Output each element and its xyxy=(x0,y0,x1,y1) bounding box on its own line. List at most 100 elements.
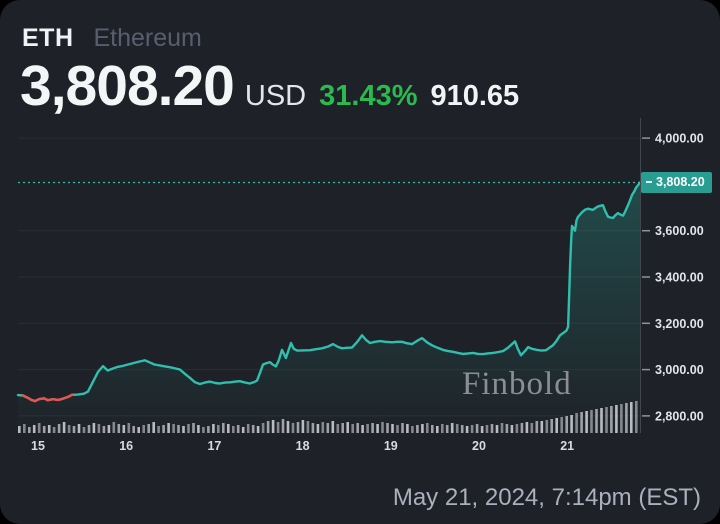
volume-bar xyxy=(187,424,190,433)
timestamp: May 21, 2024, 7:14pm (EST) xyxy=(392,484,701,511)
volume-bar xyxy=(321,422,325,433)
current-price-badge: 3,808.20 xyxy=(641,171,712,193)
volume-bar xyxy=(560,417,563,433)
volume-bar xyxy=(515,424,519,433)
volume-bar xyxy=(92,423,96,433)
volume-bar xyxy=(465,426,469,433)
x-axis-tick-label: 15 xyxy=(31,439,45,453)
volume-bar xyxy=(62,422,66,433)
volume-bar xyxy=(445,425,449,433)
volume-bar xyxy=(246,424,250,433)
volume-bar xyxy=(301,420,305,433)
volume-bar xyxy=(82,427,86,433)
volume-bar xyxy=(615,405,618,433)
volume-bar xyxy=(276,422,280,433)
volume-bar xyxy=(525,422,529,433)
volume-bar xyxy=(600,408,603,433)
x-axis-tick-label: 16 xyxy=(119,439,133,453)
volume-bar xyxy=(610,406,613,433)
volume-bar xyxy=(550,419,553,433)
volume-bar xyxy=(530,423,534,433)
volume-bar xyxy=(122,425,126,433)
volume-bar xyxy=(455,424,459,433)
header: ETH Ethereum xyxy=(22,24,202,53)
price-line-red-segment xyxy=(21,393,74,403)
volume-bar xyxy=(450,423,454,433)
volume-bar xyxy=(411,426,414,433)
volume-bar xyxy=(336,424,340,433)
volume-bar xyxy=(585,411,588,433)
volume-bar xyxy=(261,423,265,433)
volume-bar xyxy=(391,424,394,433)
volume-bar xyxy=(396,425,399,433)
current-price-badge-label: 3,808.20 xyxy=(656,174,705,189)
volume-bar xyxy=(386,423,389,433)
volume-bar xyxy=(232,426,235,433)
volume-bar xyxy=(102,426,106,433)
volume-bar xyxy=(480,426,484,433)
y-axis-tick-label: 4,000.00 xyxy=(655,132,704,146)
currency-label: USD xyxy=(244,80,307,112)
volume-bar xyxy=(227,424,230,433)
volume-bar xyxy=(421,424,424,433)
volume-bar xyxy=(32,425,36,433)
x-axis-tick-label: 17 xyxy=(207,439,221,453)
volume-bar xyxy=(296,422,300,433)
volume-bar xyxy=(107,425,111,433)
volume-bar xyxy=(192,423,195,433)
current-price-tick-icon xyxy=(646,181,652,184)
volume-bar xyxy=(23,424,26,433)
volume-bar xyxy=(366,424,369,433)
volume-bar xyxy=(147,424,150,433)
volume-bar xyxy=(311,423,315,433)
volume-bar xyxy=(341,423,344,433)
volume-bar xyxy=(356,423,359,433)
volume-bar xyxy=(172,424,175,433)
volume-bar xyxy=(137,427,140,433)
volume-bar xyxy=(281,419,285,433)
volume-bar xyxy=(326,423,330,433)
volume-bar xyxy=(570,415,573,433)
volume-bar xyxy=(87,425,91,433)
y-axis-tick-label: 3,600.00 xyxy=(655,224,704,238)
volume-bar xyxy=(431,425,434,433)
change-absolute: 910.65 xyxy=(430,80,520,112)
price-area-fill xyxy=(18,182,640,433)
change-percent: 31.43% xyxy=(319,80,418,112)
volume-bar xyxy=(595,409,598,433)
volume-bar xyxy=(416,425,419,433)
volume-bar xyxy=(266,421,270,433)
volume-bar xyxy=(222,423,225,433)
ticker-symbol: ETH xyxy=(22,24,74,52)
volume-bar xyxy=(565,416,568,433)
volume-bar xyxy=(28,427,31,433)
volume-bar xyxy=(117,424,121,433)
volume-bar xyxy=(351,424,354,433)
volume-bar xyxy=(291,423,295,433)
x-axis-tick-label: 21 xyxy=(560,439,574,453)
volume-bar xyxy=(167,423,170,433)
y-axis-tick-label: 3,400.00 xyxy=(655,271,704,285)
volume-bar xyxy=(47,425,51,433)
volume-bar xyxy=(241,427,245,433)
volume-bar xyxy=(590,410,593,433)
volume-bar xyxy=(67,425,71,433)
volume-bar xyxy=(490,424,494,433)
volume-bar xyxy=(286,421,290,433)
volume-bar xyxy=(510,425,514,433)
volume-bar xyxy=(630,402,633,433)
finbold-watermark: Finbold xyxy=(462,366,572,402)
volume-bar xyxy=(470,425,474,433)
volume-bar xyxy=(157,426,160,433)
volume-bar xyxy=(182,426,185,433)
volume-bar xyxy=(42,426,46,433)
volume-bar xyxy=(197,425,200,433)
volume-bar xyxy=(346,422,349,433)
volume-bar xyxy=(72,426,76,433)
volume-bar xyxy=(52,427,56,433)
volume-bar xyxy=(426,423,429,433)
volume-bar xyxy=(555,418,558,433)
volume-bar xyxy=(112,422,116,433)
volume-bar xyxy=(256,426,260,433)
